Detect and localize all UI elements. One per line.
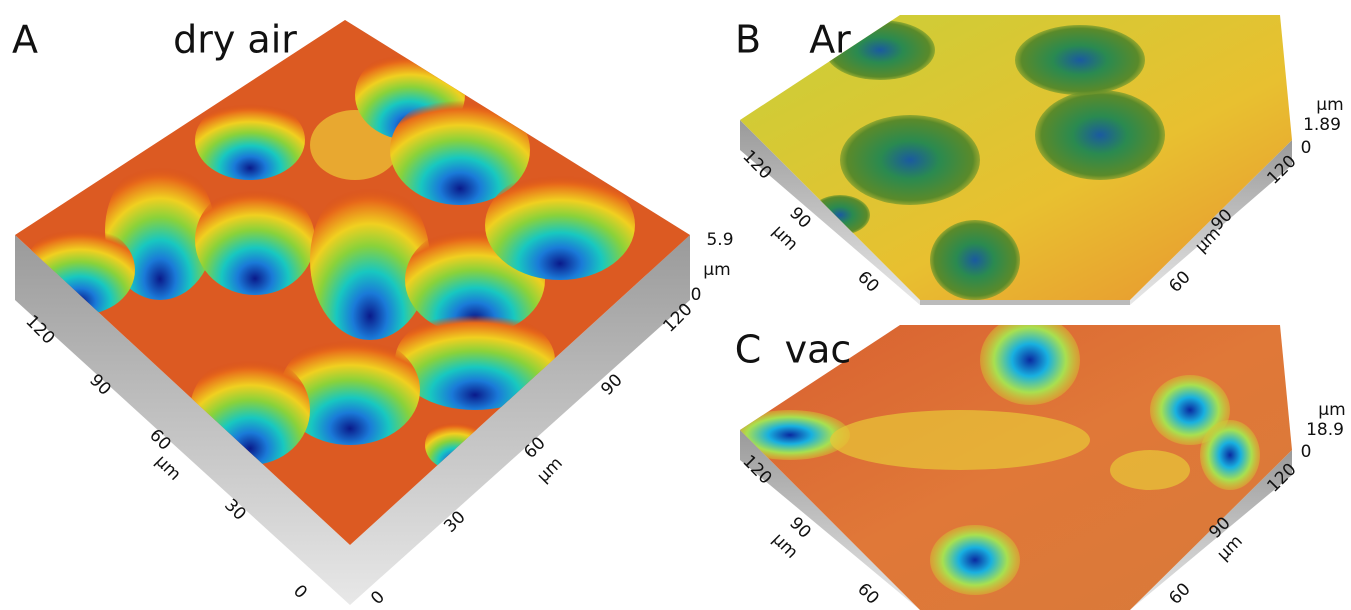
right-axis-label: 60 <box>1165 267 1194 296</box>
z-axis-label: µm <box>703 260 730 280</box>
z-axis-label: 1.89 <box>1303 115 1341 135</box>
z-axis-label: 0 <box>1301 138 1312 158</box>
z-axis-label: 0 <box>1301 442 1312 462</box>
z-axis-label: 18.9 <box>1306 420 1344 440</box>
panel-label: Ar <box>809 18 851 62</box>
figure: Adry air1209060µm30003060µm901205.9µm0BA… <box>0 0 1351 610</box>
panel-label: dry air <box>173 18 297 62</box>
z-axis-label: µm <box>1316 95 1343 115</box>
right-axis-label: 60 <box>1165 579 1194 608</box>
panel-label: vac <box>785 328 852 372</box>
left-axis-label: 60 <box>853 579 882 608</box>
right-axis-label: 0 <box>367 587 389 609</box>
left-axis-label: µm <box>151 451 185 485</box>
left-axis-label: 0 <box>289 581 311 603</box>
panel-letter: A <box>12 18 38 62</box>
panel-letter: B <box>735 18 761 62</box>
z-axis-label: 0 <box>691 285 702 305</box>
z-axis-label: µm <box>1318 400 1345 420</box>
panel-a-surface <box>15 20 690 605</box>
panel-letter: C <box>735 328 762 372</box>
page: {"panels": [ {"letter": "A", "label": "d… <box>0 0 1351 610</box>
left-axis-label: 60 <box>853 267 882 296</box>
z-axis-label: 5.9 <box>706 230 733 250</box>
